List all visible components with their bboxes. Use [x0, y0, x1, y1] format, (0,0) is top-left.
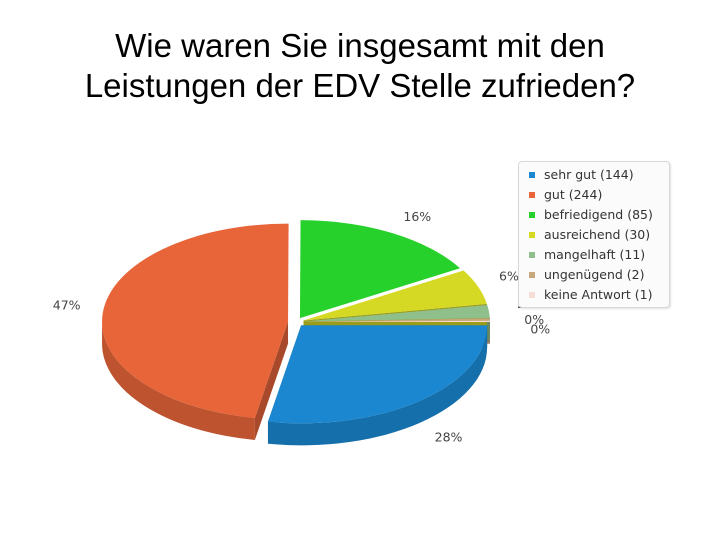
- legend-label: gut (244): [544, 187, 603, 202]
- percent-label-keine-antwort: 0%: [530, 321, 550, 336]
- chart-legend: sehr gut (144) gut (244) befriedigend (85)…: [518, 161, 670, 308]
- chart-title-line-2: Leistungen der EDV Stelle zufrieden?: [84, 67, 636, 104]
- legend-item: gut (244): [529, 185, 669, 205]
- percent-label-sehr-gut: 28%: [435, 430, 463, 445]
- legend-item: ausreichend (30): [529, 225, 669, 245]
- legend-item: keine Antwort (1): [529, 285, 669, 305]
- legend-swatch: [529, 291, 535, 298]
- pie-slice-ausreichend: [303, 270, 487, 321]
- percent-label-ungenügend: 0%: [524, 312, 544, 327]
- legend-swatch: [529, 271, 535, 278]
- legend-label: ungenügend (2): [544, 267, 645, 282]
- percent-label-gut: 47%: [53, 298, 81, 313]
- pie-slice-edge-gut: [254, 321, 289, 441]
- legend-item: mangelhaft (11): [529, 245, 669, 265]
- legend-item: sehr gut (144): [529, 165, 669, 185]
- pie-slice-sehr-gut: [267, 325, 488, 424]
- legend-item: ungenügend (2): [529, 265, 669, 285]
- pie-slice-side-gut: [102, 321, 255, 441]
- legend-item: befriedigend (85): [529, 205, 669, 225]
- pie-slice-keine-antwort: [303, 320, 490, 322]
- legend-swatch: [529, 251, 535, 258]
- pie-slice-befriedigend: [299, 220, 461, 319]
- chart-title-line-1: Wie waren Sie insgesamt mit den: [115, 27, 605, 64]
- legend-label: ausreichend (30): [544, 227, 651, 242]
- percent-label-ausreichend: 6%: [499, 269, 519, 284]
- legend-label: keine Antwort (1): [544, 287, 653, 302]
- legend-swatch: [529, 191, 535, 198]
- pie-slice-gut: [102, 223, 289, 419]
- legend-swatch: [529, 171, 535, 178]
- pie-slice-mangelhaft: [303, 304, 490, 322]
- pie-slice-ungenügend: [303, 318, 490, 322]
- legend-swatch: [529, 211, 535, 218]
- percent-label-befriedigend: 16%: [403, 209, 431, 224]
- legend-label: mangelhaft (11): [544, 247, 646, 262]
- pie-slice-side-sehr-gut: [267, 325, 488, 446]
- legend-label: sehr gut (144): [544, 167, 634, 182]
- chart-title: Wie waren Sie insgesamt mit den Leistung…: [0, 26, 720, 106]
- legend-swatch: [529, 231, 535, 238]
- legend-label: befriedigend (85): [544, 207, 653, 222]
